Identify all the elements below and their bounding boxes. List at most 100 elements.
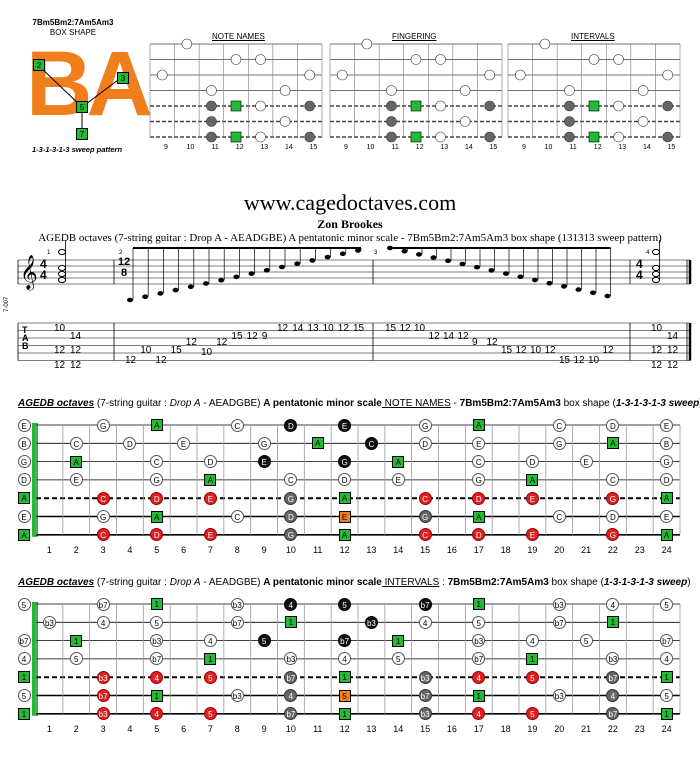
interval-marker: 5 [69,652,83,666]
interval-marker: b3 [150,634,164,648]
fret-number: 19 [527,723,538,734]
tab-number: 12 [54,345,66,356]
mini-note-dot [588,54,600,65]
fret-number: 1 [46,544,52,555]
box-node-3: 3 [117,72,129,84]
interval-marker: b7 [17,634,31,648]
page-subtitle: AGEDB octaves (7-string guitar : Drop A … [38,232,662,244]
fret-number: 6 [181,723,187,734]
mini-fret-number: 15 [489,144,498,151]
note-marker: C [364,436,378,450]
tab-number: 12 [54,360,66,371]
mini-note-dot [514,69,526,81]
note-marker: C [552,418,566,432]
fret-number: 22 [607,723,618,734]
run-up-note [339,251,346,257]
interval-marker: b7 [150,652,164,666]
note-marker: D [472,528,486,542]
fret-number: 14 [393,544,404,555]
chord-note [58,276,66,284]
fret-number: 24 [661,723,672,734]
mini-note-dot [564,100,575,112]
mini-note-dot [181,38,193,50]
interval-marker: b3 [472,634,486,648]
note-marker: D [17,473,31,487]
interval-marker: 5 [660,689,674,702]
interval-marker: b3 [42,615,56,629]
fret-number: 9 [261,544,267,555]
note-marker: A [660,528,673,541]
tab-number: 10 [140,345,152,356]
mini-fret-number: 11 [391,144,399,151]
note-marker: G [606,491,620,505]
note-marker: D [284,510,298,523]
fret-number: 15 [420,544,431,555]
chord-note [652,270,660,278]
interval-marker: 5 [472,615,486,629]
tab-number: 12 [544,345,556,356]
time-signature-bottom: 4 [40,268,47,282]
note-marker: C [418,491,432,505]
interval-marker: b7 [338,634,352,648]
tab-number: 14 [70,331,82,342]
mini-note-dot [435,54,446,65]
interval-marker: 5 [338,597,352,611]
fret-number: 17 [473,723,484,734]
measure-number: 4 [646,250,650,256]
fret-number: 23 [634,723,645,734]
run-up-note [294,261,301,267]
note-marker: G [472,473,486,487]
interval-marker: b3 [418,707,432,721]
mini-note-dot [435,131,446,143]
fret-number: 5 [154,544,160,555]
note-marker: G [660,455,674,469]
interval-marker: 4 [338,652,352,666]
box-node-7: 7 [76,128,88,140]
mini-note-dot [435,100,446,112]
fret-number: 12 [339,544,350,555]
mini-fret-number: 10 [544,144,553,151]
time-signature-top: 12 [118,256,131,268]
mini-root-square [410,100,422,112]
run-up-note [309,258,316,263]
tab-number: 14 [443,331,455,342]
fret-number: 3 [100,723,106,734]
mini-note-dot [386,131,397,143]
interval-marker: b3 [552,689,566,702]
fretboard-nut [32,602,38,716]
note-marker: G [552,436,566,450]
interval-marker: b7 [552,615,566,629]
note-marker: C [96,528,110,542]
mini-note-dot [613,100,624,112]
note-marker: A [338,528,351,541]
fret-number: 7 [207,723,213,734]
mini-note-dot [336,69,348,81]
interval-marker: 1 [70,634,83,647]
interval-marker: 5 [257,634,271,648]
mini-note-dot [459,116,471,127]
interval-marker: 4 [606,597,620,611]
mini-fretboards [149,38,681,143]
treble-clef: 𝄞 [20,255,38,291]
fret-number: 18 [500,723,511,734]
tab-number: 12 [185,337,197,348]
tab-number: 15 [559,355,571,366]
mini-note-dot [279,85,291,96]
note-marker: D [525,455,539,469]
fret-number: 16 [446,544,457,555]
tab-number: 10 [530,345,542,356]
tab-number: 15 [170,345,182,356]
run-up-note [355,248,361,253]
mini-note-dot [637,116,649,127]
box-shape-label: BOX SHAPE [49,28,97,37]
fret-number: 6 [181,544,187,555]
mini-fret-number: 9 [164,144,168,151]
tab-number: 15 [501,345,513,356]
run-up-note [172,287,179,293]
mini-note-dot [662,131,674,143]
interval-marker: b3 [418,670,432,684]
run-down-note [561,284,567,289]
note-marker: A [150,419,163,431]
interval-marker: 4 [606,689,620,702]
tab-number: 10 [588,355,600,366]
